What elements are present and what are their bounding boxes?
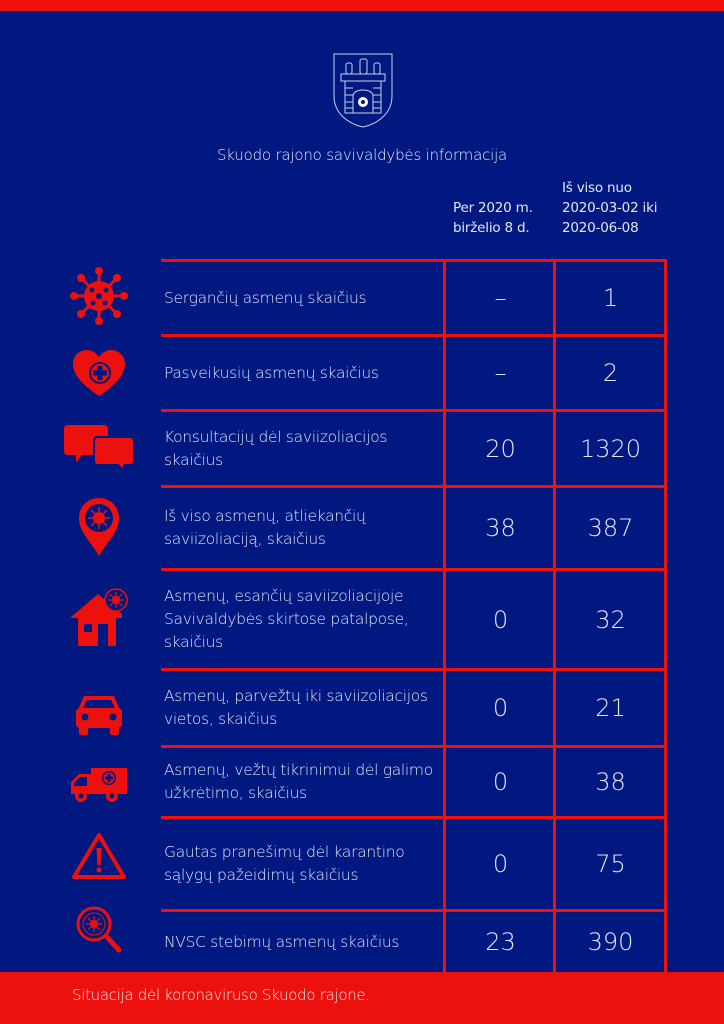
column-header-day: Per 2020 m. birželio 8 d.	[453, 198, 533, 238]
column-header-day-line1: Per 2020 m.	[453, 200, 533, 216]
row-label: Konsultacijų dėl saviizoliacijos skaičiu…	[164, 427, 388, 469]
page-title: Skuodo rajono savivaldybės informacija	[216, 146, 508, 164]
table-row: Asmenų, esančių saviizoliacijoje Savival…	[161, 571, 664, 671]
row-label: Asmenų, esančių saviizoliacijoje Savival…	[164, 587, 409, 651]
row-label: Asmenų, parvežtų iki saviizoliacijos vie…	[164, 687, 428, 728]
row-total-value: 1	[602, 284, 619, 312]
table-row: Gautas pranešimų dėl karantino sąlygų pa…	[161, 819, 664, 912]
row-day-value: 23	[485, 928, 516, 956]
coat-of-arms-icon	[331, 48, 395, 128]
ambulance-icon	[64, 766, 134, 804]
row-label: Gautas pranešimų dėl karantino sąlygų pa…	[164, 843, 405, 884]
column-header-total-line2: 2020-03-02 iki	[562, 200, 658, 216]
row-total-value: 1320	[579, 434, 642, 463]
virus-icon	[64, 266, 134, 326]
house-virus-icon	[64, 588, 134, 648]
row-label: Iš viso asmenų, atliekančių saviizoliaci…	[164, 507, 366, 548]
magnifier-virus-icon	[64, 906, 134, 954]
column-header-total-line3: 2020-06-08	[562, 220, 639, 236]
statistics-table: Sergančių asmenų skaičius – 1 Pasveikusi…	[161, 259, 667, 972]
row-total-value: 32	[595, 605, 626, 634]
column-divider	[553, 259, 556, 972]
row-day-value: 0	[492, 850, 509, 878]
row-label: Pasveikusių asmenų skaičius	[164, 363, 379, 382]
row-total-value: 390	[587, 928, 634, 956]
row-day-value: 38	[485, 514, 516, 542]
row-total-value: 387	[587, 514, 634, 542]
car-icon	[64, 692, 134, 736]
row-label: Sergančių asmenų skaičius	[164, 288, 367, 307]
top-accent-bar	[0, 0, 724, 11]
column-header-total-line1: Iš viso nuo	[562, 180, 632, 196]
row-day-value: 20	[485, 434, 516, 463]
table-row: Pasveikusių asmenų skaičius – 2	[161, 337, 664, 412]
row-day-value: 0	[492, 605, 509, 634]
row-day-value: 0	[492, 694, 509, 722]
column-header-day-line2: birželio 8 d.	[453, 220, 530, 236]
footer-bar: Situacija dėl koronaviruso Skuodo rajone…	[0, 972, 724, 1024]
table-row: Iš viso asmenų, atliekančių saviizoliaci…	[161, 488, 664, 571]
row-label: NVSC stebimų asmenų skaičius	[164, 932, 400, 951]
row-label: Asmenų, vežtų tikrinimui dėl galimo užkr…	[164, 761, 433, 802]
row-total-value: 2	[602, 359, 619, 387]
location-virus-icon	[64, 496, 134, 558]
row-day-value: 0	[492, 768, 509, 796]
row-day-value: –	[494, 359, 507, 387]
table-row: NVSC stebimų asmenų skaičius 23 390	[161, 912, 664, 972]
row-day-value: –	[494, 284, 507, 312]
table-row: Konsultacijų dėl saviizoliacijos skaičiu…	[161, 412, 664, 488]
warning-icon	[64, 832, 134, 880]
chat-bubbles-icon	[64, 425, 134, 471]
row-total-value: 38	[595, 768, 626, 796]
footer-text: Situacija dėl koronaviruso Skuodo rajone…	[72, 986, 370, 1004]
table-row: Sergančių asmenų skaičius – 1	[161, 262, 664, 337]
table-row: Asmenų, parvežtų iki saviizoliacijos vie…	[161, 671, 664, 748]
table-row: Asmenų, vežtų tikrinimui dėl galimo užkr…	[161, 748, 664, 819]
column-header-total: Iš viso nuo 2020-03-02 iki 2020-06-08	[562, 178, 657, 238]
heart-medical-icon	[64, 348, 134, 398]
row-total-value: 75	[595, 850, 626, 878]
row-total-value: 21	[595, 694, 626, 722]
column-divider	[443, 259, 446, 972]
